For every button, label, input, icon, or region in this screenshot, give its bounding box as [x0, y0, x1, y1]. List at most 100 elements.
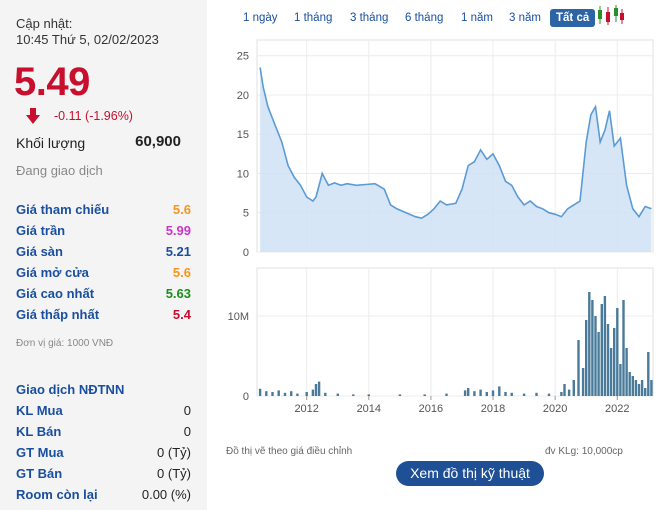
foreign-row-label: GT Mua: [16, 445, 64, 460]
volume-bar: [367, 394, 370, 396]
price-row-value: 5.21: [165, 244, 191, 259]
volume-bar: [290, 391, 293, 396]
price-tick-label: 15: [237, 129, 249, 141]
foreign-row-label: KL Mua: [16, 403, 63, 418]
x-tick-label: 2014: [357, 403, 381, 415]
volume-bar: [644, 388, 647, 396]
volume-bar: [647, 352, 650, 396]
price-row-value: 5.99: [165, 223, 191, 238]
volume-bar: [640, 380, 644, 396]
volume-bar: [588, 292, 591, 396]
volume-bar: [317, 381, 321, 396]
updated-label: Cập nhật:: [16, 16, 73, 31]
x-tick-label: 2020: [543, 403, 567, 415]
price-row-ceiling: Giá trần 5.99: [16, 223, 191, 243]
volume-bar: [535, 392, 538, 396]
tab-3-years[interactable]: 3 năm: [509, 12, 541, 24]
volume-bar: [650, 380, 653, 396]
volume-label: Khối lượng: [16, 135, 86, 151]
volume-bar: [547, 393, 551, 396]
volume-bar: [467, 388, 470, 396]
price-row-label: Giá sàn: [16, 244, 63, 259]
tab-3-months[interactable]: 3 tháng: [350, 12, 389, 24]
volume-bar: [510, 392, 513, 396]
volume-bar: [619, 364, 622, 396]
tab-1-year[interactable]: 1 năm: [461, 12, 493, 24]
updated-time: 10:45 Thứ 5, 02/02/2023: [16, 32, 159, 47]
volume-bar: [637, 384, 641, 396]
tab-1-month[interactable]: 1 tháng: [294, 12, 333, 24]
price-panel: 0 5 10 15 20 25: [237, 39, 654, 259]
volume-bar: [296, 393, 299, 396]
volume-bar: [352, 394, 355, 396]
price-row-floor: Giá sàn 5.21: [16, 244, 191, 264]
price-tick-label: 20: [237, 90, 249, 102]
unit-note: Đơn vị giá: 1000 VNĐ: [16, 338, 114, 349]
price-row-open: Giá mở cửa 5.6: [16, 265, 191, 285]
volume-bar: [622, 300, 625, 396]
price-tick-label: 0: [243, 247, 249, 259]
volume-bar: [577, 340, 580, 396]
volume-bar: [603, 296, 607, 396]
price-volume-chart: 0 5 10 15 20 25 0 10M 2012 2014 2016 2018 2020 2022: [228, 39, 654, 415]
volume-bar: [581, 368, 585, 396]
x-tick-label: 2012: [294, 403, 318, 415]
price-tick-label: 25: [237, 51, 249, 63]
price-row-value: 5.6: [172, 265, 191, 280]
volume-bar: [463, 390, 467, 396]
foreign-row-value: 0 (Tỷ): [157, 466, 191, 481]
volume-bar: [283, 392, 287, 396]
volume-bar: [479, 389, 482, 396]
foreign-row-label: KL Bán: [16, 424, 62, 439]
volume-bar: [606, 324, 610, 396]
tab-all[interactable]: Tất cả: [550, 9, 596, 27]
volume-bar: [504, 392, 507, 396]
foreign-row-value: 0.00 (%): [141, 487, 191, 502]
price-row-label: Giá mở cửa: [16, 265, 89, 280]
x-tick-label: 2018: [481, 403, 505, 415]
volume-unit-note: đv KLg: 10,000cp: [545, 446, 623, 457]
tab-6-months[interactable]: 6 tháng: [405, 12, 444, 24]
price-row-value: 5.6: [172, 202, 191, 217]
volume-bar: [265, 391, 268, 396]
volume-bar: [594, 316, 597, 396]
volume-bar: [336, 393, 339, 396]
foreign-row-sell-volume: KL Bán 0: [16, 424, 191, 444]
volume-bar: [491, 390, 495, 396]
technical-chart-button[interactable]: Xem đồ thị kỹ thuật: [396, 461, 544, 486]
price-row-reference: Giá tham chiếu 5.6: [16, 202, 191, 222]
price-row-high: Giá cao nhất 5.63: [16, 286, 191, 306]
foreign-row-buy-volume: KL Mua 0: [16, 403, 191, 423]
volume-bar: [473, 391, 476, 396]
volume-bar: [485, 392, 488, 396]
foreign-row-label: Room còn lại: [16, 487, 98, 502]
foreign-trade-title: Giao dịch NĐTNN: [16, 382, 125, 397]
price-row-label: Giá tham chiếu: [16, 202, 110, 217]
volume-bar: [271, 392, 274, 396]
volume-bar: [613, 328, 616, 396]
volume-bar: [560, 392, 563, 396]
price-series-line: [259, 67, 652, 220]
price-change: -0.11 (-1.96%): [54, 109, 133, 123]
price-tick-label: 5: [243, 208, 249, 220]
volume-bar: [563, 384, 566, 396]
price-tick-label: 10: [237, 168, 249, 180]
quote-panel: Cập nhật: 10:45 Thứ 5, 02/02/2023 5.49 -…: [0, 0, 207, 510]
volume-tick-label: 0: [243, 391, 249, 403]
volume-bar: [258, 388, 262, 396]
volume-bar: [600, 304, 603, 396]
chart-note: Đồ thị vẽ theo giá điều chỉnh: [226, 446, 353, 457]
foreign-row-sell-value: GT Bán 0 (Tỷ): [16, 466, 191, 486]
volume-bar: [634, 380, 638, 396]
current-price: 5.49: [14, 60, 90, 104]
volume-bar: [311, 389, 315, 396]
volume-bar: [591, 300, 594, 396]
x-tick-label: 2016: [419, 403, 443, 415]
candlestick-chart-icon[interactable]: [595, 4, 625, 26]
volume-tick-label: 10M: [228, 311, 249, 323]
volume-bar: [498, 386, 501, 396]
volume-bar: [445, 393, 448, 396]
volume-bar: [522, 393, 526, 396]
tab-1-day[interactable]: 1 ngày: [243, 12, 278, 24]
volume-bar: [628, 372, 631, 396]
